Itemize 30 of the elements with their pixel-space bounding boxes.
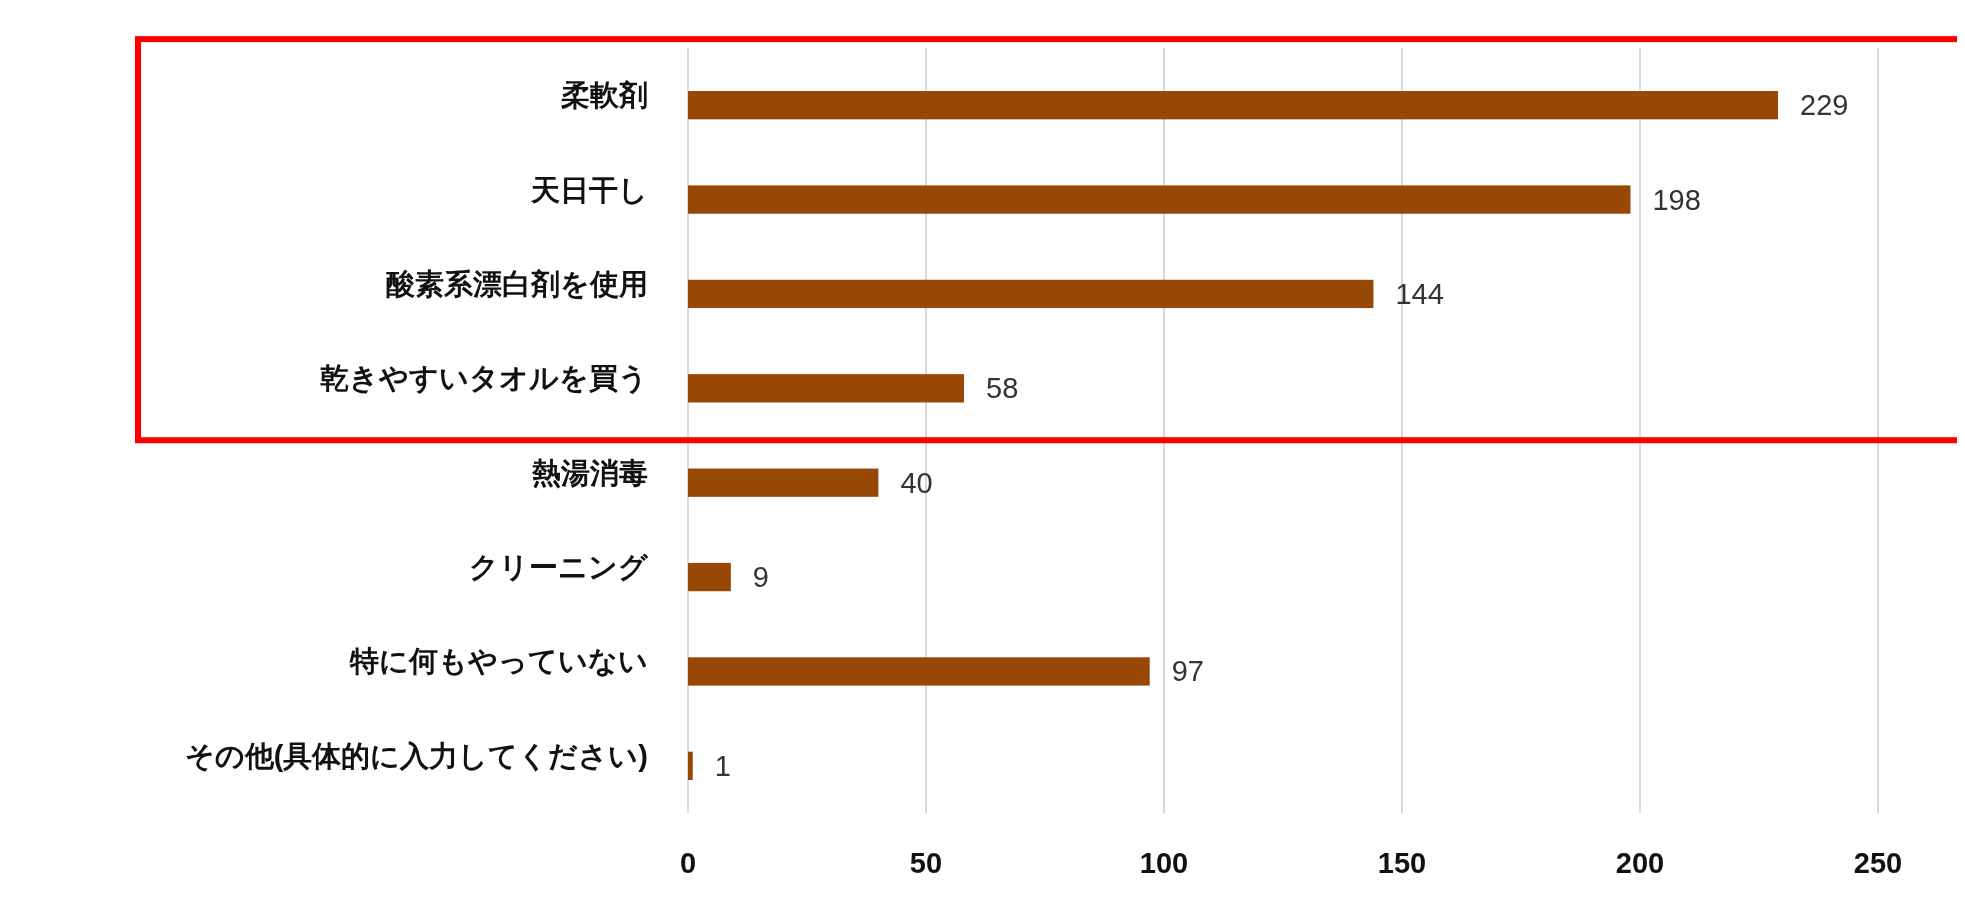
data-label: 229	[1800, 89, 1849, 122]
bar	[688, 91, 1779, 120]
y-tick-label: その他(具体的に入力してください)	[184, 739, 648, 772]
data-label: 144	[1395, 277, 1444, 310]
x-tick-label: 250	[1853, 847, 1903, 879]
y-tick-label: 特に何もやっていない	[349, 645, 648, 678]
x-tick-label: 200	[1615, 847, 1665, 879]
bar	[688, 657, 1150, 686]
y-tick-label: クリーニング	[469, 551, 649, 584]
x-tick-label: 50	[909, 847, 943, 879]
bar	[688, 751, 693, 780]
bar	[688, 562, 731, 592]
y-tick-label: 天日干し	[530, 173, 648, 206]
y-tick-label: 柔軟剤	[560, 79, 648, 112]
bar	[688, 279, 1374, 309]
y-tick-label: 乾きやすいタオルを買う	[320, 362, 648, 396]
x-tick-label: 100	[1139, 847, 1189, 879]
bar	[688, 185, 1631, 214]
data-label: 1	[714, 749, 731, 782]
bar	[688, 468, 879, 497]
data-label: 58	[986, 372, 1019, 405]
data-label: 9	[752, 561, 769, 594]
bar	[688, 374, 965, 403]
y-tick-label: 酸素系漂白剤を使用	[386, 267, 648, 300]
x-tick-label: 150	[1377, 847, 1427, 879]
data-label: 198	[1652, 183, 1701, 216]
y-tick-label: 熱湯消毒	[531, 456, 648, 489]
data-label: 40	[900, 466, 933, 499]
data-label: 97	[1171, 655, 1204, 688]
x-tick-label: 0	[679, 847, 697, 879]
